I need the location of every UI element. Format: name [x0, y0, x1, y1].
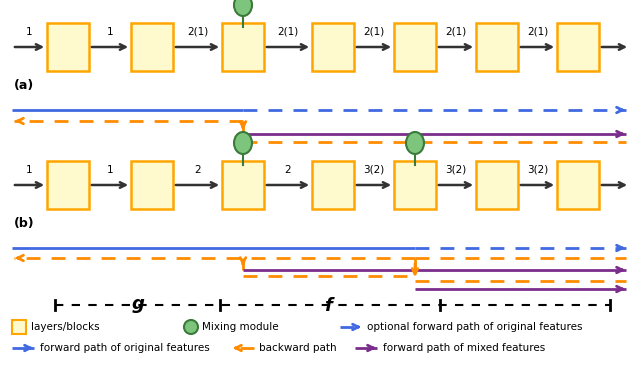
Text: 1: 1: [26, 27, 33, 37]
FancyBboxPatch shape: [557, 23, 599, 71]
FancyBboxPatch shape: [47, 23, 89, 71]
Text: 1: 1: [26, 165, 33, 175]
Ellipse shape: [406, 132, 424, 154]
Text: forward path of original features: forward path of original features: [40, 343, 210, 353]
FancyBboxPatch shape: [394, 23, 436, 71]
Text: 1: 1: [107, 165, 113, 175]
FancyBboxPatch shape: [312, 23, 354, 71]
Text: 3(2): 3(2): [527, 165, 548, 175]
Text: 3(2): 3(2): [364, 165, 385, 175]
Text: 2(1): 2(1): [527, 27, 548, 37]
Text: $\boldsymbol{g}$: $\boldsymbol{g}$: [131, 297, 145, 315]
Text: (b): (b): [14, 217, 35, 230]
FancyBboxPatch shape: [476, 161, 518, 209]
FancyBboxPatch shape: [312, 161, 354, 209]
Text: layers/blocks: layers/blocks: [31, 322, 100, 332]
Text: forward path of mixed features: forward path of mixed features: [383, 343, 545, 353]
Text: optional forward path of original features: optional forward path of original featur…: [367, 322, 582, 332]
FancyBboxPatch shape: [12, 320, 26, 334]
Text: (a): (a): [14, 79, 35, 92]
Text: backward path: backward path: [259, 343, 337, 353]
Text: 2(1): 2(1): [187, 27, 208, 37]
Text: 2: 2: [285, 165, 291, 175]
Text: 1: 1: [107, 27, 113, 37]
FancyBboxPatch shape: [222, 161, 264, 209]
FancyBboxPatch shape: [394, 161, 436, 209]
Text: 2: 2: [194, 165, 201, 175]
Text: Mixing module: Mixing module: [202, 322, 278, 332]
Text: 2(1): 2(1): [277, 27, 299, 37]
FancyBboxPatch shape: [557, 161, 599, 209]
Text: 2(1): 2(1): [364, 27, 385, 37]
FancyBboxPatch shape: [222, 23, 264, 71]
FancyBboxPatch shape: [47, 161, 89, 209]
Ellipse shape: [234, 0, 252, 16]
Ellipse shape: [184, 320, 198, 334]
FancyBboxPatch shape: [131, 23, 173, 71]
FancyBboxPatch shape: [476, 23, 518, 71]
FancyBboxPatch shape: [131, 161, 173, 209]
Text: $\boldsymbol{f}$: $\boldsymbol{f}$: [324, 297, 336, 315]
Text: 3(2): 3(2): [445, 165, 467, 175]
Ellipse shape: [234, 132, 252, 154]
Text: 2(1): 2(1): [445, 27, 467, 37]
